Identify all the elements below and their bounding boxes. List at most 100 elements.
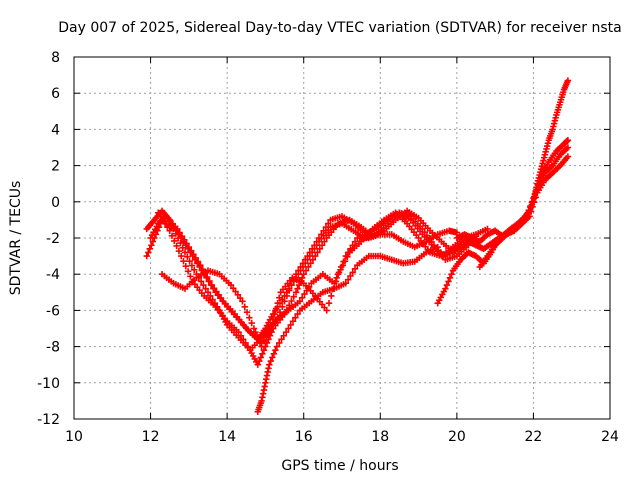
data-point: [298, 294, 306, 301]
data-point: [272, 307, 279, 314]
data-point: [206, 277, 213, 285]
data-point: [269, 310, 277, 318]
data-point: [227, 281, 235, 289]
data-point: [236, 294, 244, 302]
x-tick-label: 24: [601, 429, 619, 445]
data-point: [178, 252, 185, 260]
data-point: [332, 278, 340, 285]
data-point: [184, 253, 191, 261]
data-point: [288, 297, 295, 305]
data-point: [300, 271, 307, 278]
data-point: [529, 198, 536, 205]
data-point: [344, 253, 351, 261]
data-point: [149, 238, 157, 245]
data-point: [302, 260, 309, 267]
data-point: [157, 213, 164, 220]
data-point: [296, 298, 304, 305]
data-point: [280, 332, 288, 339]
data-point: [316, 245, 323, 253]
data-point: [143, 252, 150, 260]
data-point: [443, 281, 451, 289]
data-point: [304, 256, 311, 263]
y-tick-label: 2: [51, 159, 60, 175]
data-point: [246, 314, 253, 321]
data-point: [295, 271, 302, 278]
data-point: [421, 229, 428, 236]
data-point: [204, 289, 212, 296]
data-point: [323, 307, 330, 314]
data-point: [146, 245, 154, 253]
data-point: [210, 285, 218, 292]
data-point: [448, 271, 455, 278]
data-point: [263, 339, 271, 347]
data-point: [190, 251, 197, 258]
data-point: [194, 258, 202, 265]
series-track-6: [254, 243, 441, 415]
y-tick-label: -6: [46, 303, 60, 319]
data-point: [446, 274, 454, 282]
data-point: [260, 347, 268, 354]
data-point: [339, 262, 346, 269]
data-point: [217, 294, 225, 302]
data-point: [265, 336, 272, 343]
data-point: [176, 229, 183, 236]
data-point: [208, 281, 216, 289]
data-point: [314, 249, 321, 256]
data-point: [191, 266, 198, 274]
data-point: [148, 242, 155, 249]
data-point: [290, 278, 297, 285]
data-point: [347, 272, 354, 280]
data-point: [313, 242, 320, 249]
data-point: [197, 278, 205, 285]
x-tick-label: 18: [371, 429, 389, 445]
data-point: [159, 216, 167, 224]
data-point: [289, 318, 297, 325]
series-track-5: [155, 207, 480, 368]
data-point: [215, 291, 222, 299]
x-tick-label: 16: [295, 429, 313, 445]
data-point: [281, 292, 288, 300]
data-point: [337, 266, 344, 274]
x-tick-labels: 10 12 14 16 18 20 22 24: [65, 429, 619, 445]
data-point: [173, 242, 180, 250]
data-point: [328, 292, 335, 300]
x-tick-label: 14: [218, 429, 236, 445]
y-axis-label: SDTVAR / TECUs: [8, 181, 24, 296]
y-tick-labels: -12 -10 -8 -6 -4 -2 0 2 4 6 8: [37, 50, 60, 428]
data-point: [268, 328, 275, 336]
data-point: [199, 265, 206, 273]
data-point: [426, 235, 433, 242]
data-point: [272, 347, 279, 354]
x-tick-label: 10: [65, 429, 83, 445]
data-point: [248, 319, 255, 327]
data-point: [564, 144, 572, 151]
data-point: [292, 314, 299, 321]
data-point: [484, 225, 491, 233]
data-point: [183, 240, 190, 247]
y-tick-label: -10: [37, 376, 60, 392]
x-tick-label: 22: [525, 429, 543, 445]
data-point: [279, 296, 286, 303]
data-point: [298, 274, 306, 282]
series-track-10: [465, 144, 572, 253]
data-point: [281, 310, 288, 318]
data-point: [202, 285, 209, 292]
data-point: [311, 245, 318, 253]
data-point: [237, 332, 245, 339]
data-point: [349, 269, 356, 276]
data-point: [276, 309, 284, 316]
data-point: [288, 281, 295, 289]
data-point: [181, 249, 189, 256]
data-point: [301, 290, 308, 298]
data-point: [285, 302, 293, 309]
y-tick-label: 6: [51, 86, 60, 102]
data-point: [325, 220, 332, 227]
x-tick-label: 20: [448, 429, 466, 445]
data-point: [564, 153, 572, 160]
data-point: [305, 263, 312, 271]
data-point: [292, 274, 300, 282]
data-point: [192, 254, 199, 262]
data-point: [453, 229, 461, 236]
data-point: [178, 232, 186, 240]
data-point: [164, 223, 171, 231]
